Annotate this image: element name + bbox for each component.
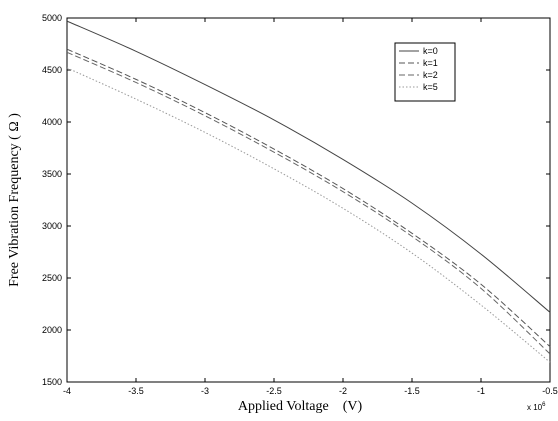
x-tick-label: -3.5 [128, 386, 144, 396]
legend-box [394, 42, 456, 102]
series-line-k-2 [66, 51, 551, 355]
legend-label: k=1 [423, 58, 438, 68]
x-tick-label: -3 [201, 386, 209, 396]
x-axis-ticks: -4 -3.5 -3 -2.5 -2 -1.5 -1 -0.5 [63, 18, 558, 396]
x-tick-label: -4 [63, 386, 71, 396]
legend-label: k=5 [423, 82, 438, 92]
series-line-k-1 [66, 48, 551, 348]
x-tick-label: -1.5 [404, 386, 420, 396]
y-tick-label: 3000 [42, 221, 62, 231]
legend-label: k=0 [423, 46, 438, 56]
y-tick-label: 4000 [42, 117, 62, 127]
y-axis-label: Free Vibration Frequency ( Ω ) [7, 113, 22, 287]
y-axis-ticks: 1500 2000 2500 3000 3500 4000 4500 5000 [42, 13, 550, 387]
plot-frame [66, 17, 551, 383]
y-tick-label: 3500 [42, 169, 62, 179]
x-tick-label: -0.5 [542, 386, 558, 396]
y-tick-label: 1500 [42, 377, 62, 387]
y-tick-label: 4500 [42, 65, 62, 75]
y-tick-label: 5000 [42, 13, 62, 23]
x-axis-label: Applied Voltage (V) [238, 399, 363, 414]
series-line-k-0 [66, 20, 551, 313]
x-tick-label: -1 [477, 386, 485, 396]
x-tick-label: -2.5 [266, 386, 282, 396]
legend-label: k=2 [423, 70, 438, 80]
y-tick-label: 2000 [42, 325, 62, 335]
x-axis-multiplier: x 106 [527, 402, 546, 412]
x-tick-label: -2 [339, 386, 347, 396]
series-lines [66, 20, 551, 363]
legend: k=0 k=1 k=2 k=5 [394, 42, 456, 102]
series-line-k-5 [66, 67, 551, 363]
y-tick-label: 2500 [42, 273, 62, 283]
